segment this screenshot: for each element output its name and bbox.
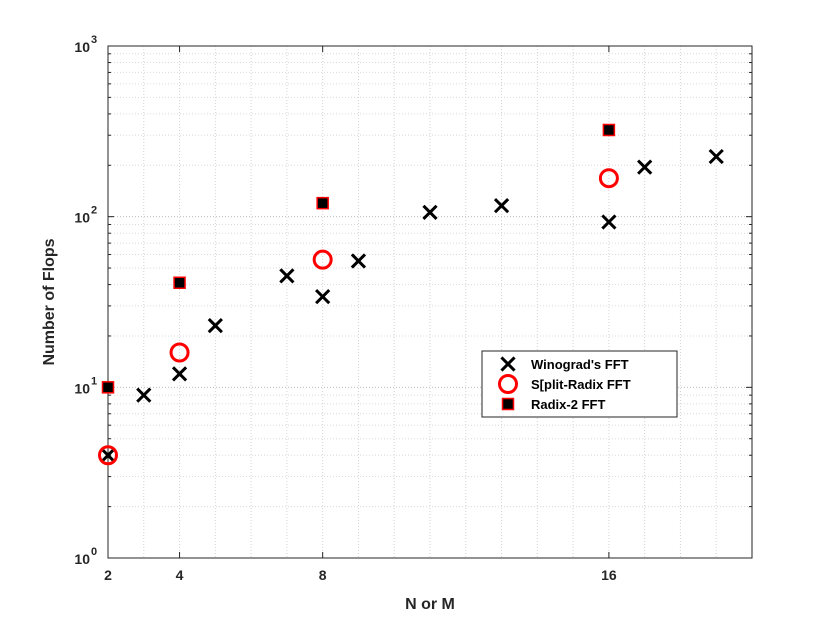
- data-point: [169, 342, 190, 363]
- y-tick-label: 10: [74, 39, 90, 55]
- data-point: [598, 168, 619, 189]
- legend-marker: [500, 356, 516, 372]
- x-tick-label: 8: [319, 567, 327, 583]
- data-point: [708, 148, 724, 165]
- series-circle: [98, 168, 619, 466]
- y-tick-exponent: 0: [91, 546, 97, 558]
- y-tick-label: 10: [74, 380, 90, 396]
- legend-marker: [498, 374, 518, 394]
- x-axis-label: N or M: [405, 596, 455, 613]
- data-point: [601, 214, 617, 230]
- data-point: [637, 159, 653, 175]
- grid: [107, 46, 753, 559]
- x-tick-label: 16: [601, 567, 617, 583]
- data-point: [312, 249, 333, 270]
- data-point: [602, 123, 616, 137]
- data-point: [315, 289, 331, 305]
- legend-box: [481, 350, 678, 418]
- series-x: [100, 148, 724, 463]
- data-point: [493, 198, 510, 214]
- y-tick-label: 10: [74, 210, 90, 226]
- data-point: [279, 268, 295, 284]
- data-point: [101, 381, 115, 394]
- y-tick-exponent: 1: [91, 375, 97, 387]
- data-marks: [98, 123, 724, 466]
- data-point: [173, 276, 186, 290]
- legend-label: S[plit-Radix FFT: [531, 377, 631, 392]
- legend: Winograd's FFT S[plit-Radix FFT Radix-2 FF…: [481, 350, 678, 418]
- data-point: [422, 204, 438, 220]
- plot-area: [107, 45, 753, 559]
- data-point: [100, 447, 116, 463]
- x-tick-label: 4: [176, 567, 184, 583]
- legend-label: Winograd's FFT: [531, 357, 629, 372]
- data-point: [350, 253, 367, 269]
- y-tick-exponent: 2: [91, 205, 97, 217]
- legend-entry: S[plit-Radix FFT: [498, 374, 631, 394]
- legend-entry: Winograd's FFT: [500, 356, 629, 372]
- y-axis-label: Number of Flops: [41, 238, 58, 365]
- legend-entry: Radix-2 FFT: [501, 397, 605, 412]
- legend-label: Radix-2 FFT: [531, 397, 605, 412]
- data-point: [316, 196, 329, 210]
- legend-marker: [501, 397, 515, 411]
- data-point: [136, 387, 152, 403]
- data-point: [207, 317, 223, 334]
- y-tick-exponent: 3: [91, 34, 97, 46]
- y-tick-label: 10: [74, 551, 90, 567]
- x-tick-label: 2: [104, 567, 112, 583]
- data-point: [171, 366, 188, 382]
- data-point: [98, 445, 118, 466]
- series-square: [101, 123, 616, 394]
